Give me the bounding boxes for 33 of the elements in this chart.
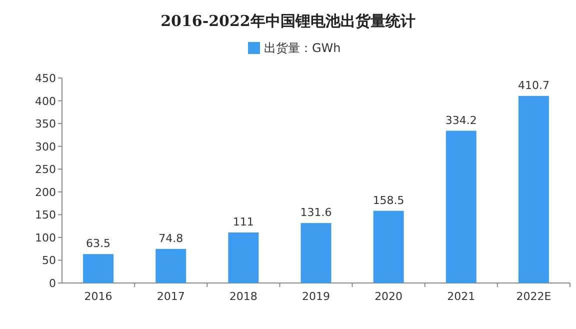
data-label: 131.6 [300, 206, 332, 220]
y-tick-label: 400 [35, 94, 56, 108]
y-tick-label: 100 [35, 231, 56, 244]
bar [300, 223, 332, 283]
y-tick-label: 200 [35, 186, 56, 199]
data-label: 63.5 [86, 237, 111, 250]
x-tick-label: 2019 [302, 290, 330, 303]
bar [373, 210, 404, 283]
y-tick-label: 150 [35, 208, 56, 222]
y-tick-label: 300 [35, 140, 56, 154]
bar [518, 96, 549, 283]
x-tick-label: 2018 [229, 290, 258, 303]
x-tick-label: 2020 [374, 290, 403, 303]
x-tick-label: 2017 [156, 290, 185, 303]
x-tick-label: 2022E [516, 290, 552, 303]
y-tick-label: 450 [35, 72, 56, 85]
data-label: 158.5 [372, 194, 404, 207]
y-tick-label: 0 [49, 277, 56, 290]
data-label: 410.7 [518, 78, 550, 92]
y-tick-label: 250 [35, 163, 56, 176]
bar [83, 254, 114, 283]
legend-label: 出货量：GWh [264, 41, 341, 55]
data-label: 334.2 [445, 114, 477, 127]
bar [228, 232, 259, 283]
data-label: 74.8 [158, 232, 184, 245]
x-tick-label: 2016 [84, 290, 112, 303]
x-tick-label: 2021 [447, 290, 476, 303]
chart-title: 2016-2022年中国锂电池出货量统计 [160, 12, 416, 30]
bar [446, 130, 476, 283]
y-tick-label: 350 [35, 118, 56, 131]
bar [156, 248, 186, 283]
y-tick-label: 50 [42, 254, 56, 268]
data-label: 111 [232, 215, 254, 228]
